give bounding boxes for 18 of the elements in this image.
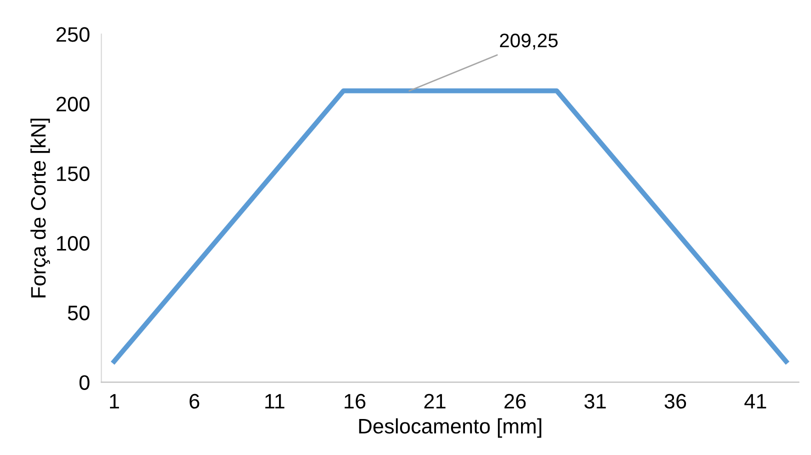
x-tick-label: 31: [584, 394, 606, 409]
x-tick-label: 6: [190, 394, 200, 409]
y-tick-label: 100: [57, 236, 90, 251]
x-tick-label: 1: [110, 394, 119, 408]
y-tick-label: 200: [56, 96, 90, 112]
y-tick-label: 150: [57, 166, 90, 182]
x-tick-label: 26: [504, 394, 526, 409]
x-tick-label: 36: [664, 394, 686, 409]
y-axis-title: Força de Corte [kN]: [30, 118, 50, 298]
x-tick-label: 11: [265, 394, 284, 408]
y-tick-label: 250: [56, 27, 90, 42]
x-axis-title: Deslocamento [mm]: [359, 418, 542, 438]
y-tick-label: 50: [68, 306, 90, 320]
x-tick-label: 21: [424, 394, 446, 408]
annotation: 209,25: [500, 34, 558, 50]
x-tick-label: 16: [344, 394, 366, 409]
y-tick-label: 0: [79, 375, 90, 390]
x-tick-label: 41: [744, 394, 766, 408]
